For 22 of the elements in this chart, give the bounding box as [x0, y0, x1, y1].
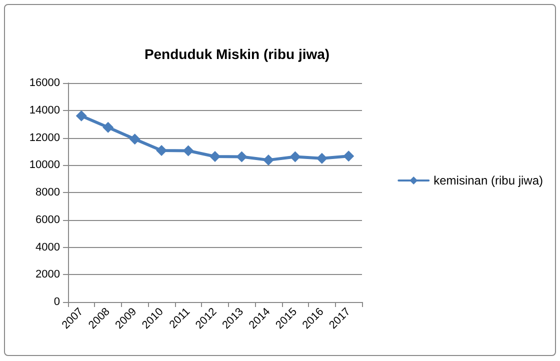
y-tick-label: 4000 [36, 241, 60, 254]
point [290, 151, 301, 162]
y-tick-label: 0 [54, 296, 60, 308]
point [236, 151, 248, 162]
y-tick-label: 16000 [29, 77, 60, 89]
point [182, 145, 194, 156]
point [156, 144, 168, 156]
y-tick-label: 10000 [29, 159, 60, 172]
legend-label: kemisinan (ribu jiwa) [434, 174, 544, 188]
y-tick-label: 14000 [29, 104, 60, 116]
point [129, 134, 140, 145]
point [316, 152, 328, 164]
y-tick-label: 2000 [36, 268, 60, 281]
point [343, 150, 354, 162]
y-tick-label: 8000 [36, 186, 60, 198]
point [76, 110, 87, 122]
y-tick-label: 6000 [36, 214, 60, 226]
y-tick-label: 12000 [29, 132, 60, 144]
chart-title: Penduduk Miskin (ribu jiwa) [144, 46, 330, 62]
point [262, 154, 274, 166]
point [102, 122, 114, 133]
point [210, 151, 220, 162]
